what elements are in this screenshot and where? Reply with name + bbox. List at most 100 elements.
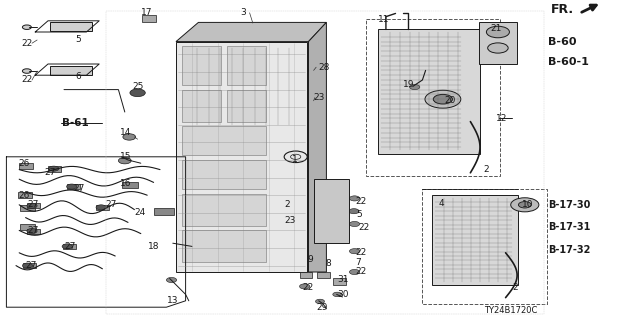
Circle shape bbox=[333, 292, 342, 297]
Text: 27: 27 bbox=[74, 184, 85, 193]
Circle shape bbox=[518, 202, 531, 208]
Text: 22: 22 bbox=[21, 39, 33, 48]
Circle shape bbox=[511, 198, 539, 212]
Text: 15: 15 bbox=[120, 152, 131, 161]
Bar bbox=[27, 203, 40, 208]
Circle shape bbox=[316, 299, 324, 304]
Text: 22: 22 bbox=[355, 268, 367, 276]
Circle shape bbox=[166, 277, 177, 283]
Bar bbox=[67, 184, 80, 189]
Bar bbox=[154, 208, 174, 215]
Circle shape bbox=[67, 184, 77, 189]
Text: 23: 23 bbox=[314, 93, 325, 102]
Text: 2: 2 bbox=[512, 284, 518, 292]
Text: 21: 21 bbox=[490, 24, 502, 33]
Bar bbox=[479, 22, 517, 64]
Text: 27: 27 bbox=[45, 168, 56, 177]
Polygon shape bbox=[176, 22, 326, 42]
Text: 28: 28 bbox=[318, 63, 330, 72]
Text: 31: 31 bbox=[337, 276, 349, 284]
Polygon shape bbox=[308, 22, 326, 272]
Bar bbox=[182, 194, 266, 226]
Circle shape bbox=[118, 157, 131, 164]
Text: 1: 1 bbox=[292, 156, 297, 164]
Circle shape bbox=[96, 205, 106, 210]
Bar bbox=[19, 163, 33, 169]
Text: 22: 22 bbox=[21, 76, 33, 84]
Text: 22: 22 bbox=[355, 248, 367, 257]
Circle shape bbox=[486, 26, 509, 38]
Text: TY24B1720C: TY24B1720C bbox=[484, 306, 537, 315]
Text: 24: 24 bbox=[134, 208, 145, 217]
Circle shape bbox=[49, 166, 59, 171]
Text: FR.: FR. bbox=[550, 3, 573, 16]
Text: B-60: B-60 bbox=[548, 36, 577, 47]
Bar bbox=[23, 263, 36, 268]
Circle shape bbox=[22, 69, 31, 73]
Text: 25: 25 bbox=[132, 82, 144, 91]
Text: 17: 17 bbox=[141, 8, 153, 17]
Text: 7: 7 bbox=[355, 258, 361, 267]
Polygon shape bbox=[314, 179, 349, 243]
Text: 27: 27 bbox=[26, 261, 37, 270]
Text: 13: 13 bbox=[167, 296, 179, 305]
Circle shape bbox=[488, 43, 508, 53]
Bar bbox=[317, 272, 330, 278]
Bar bbox=[182, 230, 266, 262]
Circle shape bbox=[349, 249, 360, 254]
Text: 26: 26 bbox=[18, 159, 29, 168]
Circle shape bbox=[349, 209, 359, 214]
Bar bbox=[27, 229, 40, 234]
Bar bbox=[227, 46, 266, 85]
Text: 27: 27 bbox=[28, 200, 39, 209]
Circle shape bbox=[495, 27, 508, 34]
Bar bbox=[50, 66, 92, 75]
Bar bbox=[366, 19, 500, 176]
Circle shape bbox=[22, 25, 31, 29]
Text: 12: 12 bbox=[496, 114, 508, 123]
Text: 9: 9 bbox=[308, 255, 314, 264]
Bar bbox=[48, 166, 61, 172]
Bar bbox=[317, 182, 346, 240]
Text: B-17-31: B-17-31 bbox=[548, 222, 590, 232]
Text: 2: 2 bbox=[285, 200, 291, 209]
Circle shape bbox=[433, 94, 452, 104]
Bar bbox=[227, 90, 266, 122]
Circle shape bbox=[349, 221, 360, 227]
Bar bbox=[50, 22, 92, 31]
Text: 5: 5 bbox=[76, 36, 81, 44]
Circle shape bbox=[349, 196, 360, 201]
Text: 6: 6 bbox=[76, 72, 81, 81]
Text: 27: 27 bbox=[28, 226, 39, 235]
Circle shape bbox=[123, 134, 136, 140]
Text: 18: 18 bbox=[148, 242, 159, 251]
Circle shape bbox=[300, 284, 310, 289]
Circle shape bbox=[22, 263, 33, 268]
Text: 29: 29 bbox=[316, 303, 328, 312]
Circle shape bbox=[130, 89, 145, 97]
Text: 27: 27 bbox=[64, 242, 76, 251]
Text: 8: 8 bbox=[326, 260, 332, 268]
Bar bbox=[20, 224, 35, 230]
Bar bbox=[182, 90, 221, 122]
Text: 2: 2 bbox=[483, 165, 489, 174]
Text: 4: 4 bbox=[438, 199, 444, 208]
Bar bbox=[378, 29, 480, 154]
Text: B-61: B-61 bbox=[62, 118, 89, 128]
Text: 22: 22 bbox=[355, 197, 367, 206]
Bar bbox=[182, 126, 266, 155]
Text: 22: 22 bbox=[303, 284, 314, 292]
Bar bbox=[182, 46, 221, 85]
Bar bbox=[182, 160, 266, 189]
Bar bbox=[63, 244, 76, 249]
Bar bbox=[422, 189, 547, 304]
Bar bbox=[333, 278, 346, 285]
Text: B-17-32: B-17-32 bbox=[548, 244, 590, 255]
Bar bbox=[20, 205, 35, 211]
Text: 30: 30 bbox=[337, 290, 349, 299]
Text: 23: 23 bbox=[285, 216, 296, 225]
Text: 11: 11 bbox=[378, 15, 390, 24]
Text: 14: 14 bbox=[120, 128, 131, 137]
Circle shape bbox=[27, 203, 37, 208]
Circle shape bbox=[62, 244, 72, 249]
